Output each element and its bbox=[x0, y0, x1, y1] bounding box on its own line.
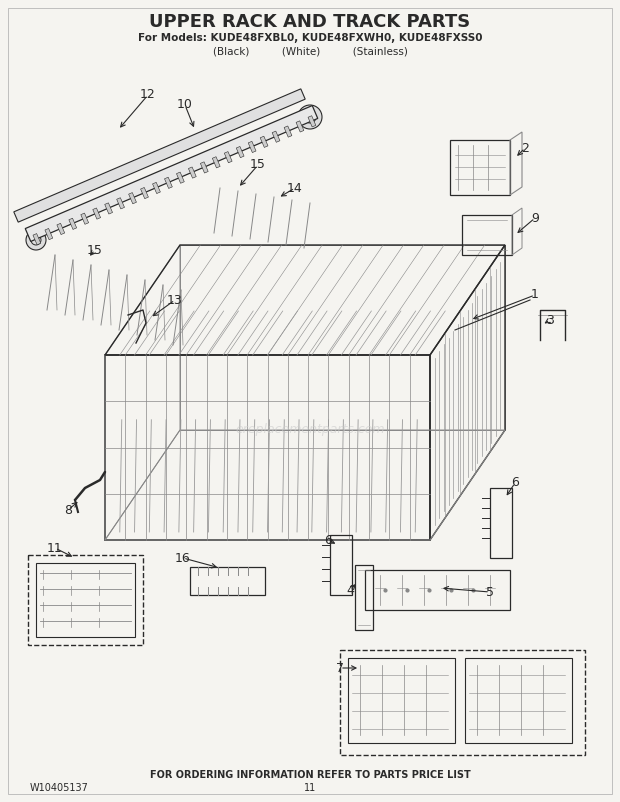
Text: 2: 2 bbox=[521, 141, 529, 155]
Text: 7: 7 bbox=[336, 662, 344, 674]
Bar bbox=[28, 555, 143, 645]
Text: 4: 4 bbox=[346, 584, 354, 597]
Text: 11: 11 bbox=[47, 541, 63, 554]
Polygon shape bbox=[224, 152, 232, 163]
Polygon shape bbox=[105, 203, 113, 214]
Polygon shape bbox=[117, 198, 125, 209]
Text: 12: 12 bbox=[140, 88, 156, 102]
Polygon shape bbox=[25, 106, 318, 241]
Polygon shape bbox=[200, 162, 208, 173]
Text: For Models: KUDE48FXBL0, KUDE48FXWH0, KUDE48FXSS0: For Models: KUDE48FXBL0, KUDE48FXWH0, KU… bbox=[138, 33, 482, 43]
Polygon shape bbox=[284, 126, 292, 137]
Text: W10405137: W10405137 bbox=[30, 783, 89, 793]
Text: (Black)          (White)          (Stainless): (Black) (White) (Stainless) bbox=[213, 46, 407, 56]
Polygon shape bbox=[260, 136, 268, 148]
Text: 3: 3 bbox=[546, 314, 554, 326]
Polygon shape bbox=[188, 167, 197, 178]
Polygon shape bbox=[272, 131, 280, 142]
Polygon shape bbox=[14, 89, 305, 222]
Polygon shape bbox=[69, 218, 77, 229]
Polygon shape bbox=[296, 121, 304, 132]
Polygon shape bbox=[164, 177, 172, 188]
Circle shape bbox=[26, 230, 46, 250]
Text: 9: 9 bbox=[531, 212, 539, 225]
Text: 11: 11 bbox=[304, 783, 316, 793]
Bar bbox=[36, 563, 135, 637]
Circle shape bbox=[298, 105, 322, 129]
Polygon shape bbox=[33, 233, 41, 245]
Polygon shape bbox=[308, 115, 316, 127]
Polygon shape bbox=[248, 141, 256, 152]
Text: ereplacementparts.com: ereplacementparts.com bbox=[235, 423, 385, 436]
Text: UPPER RACK AND TRACK PARTS: UPPER RACK AND TRACK PARTS bbox=[149, 13, 471, 31]
Polygon shape bbox=[45, 229, 53, 240]
Polygon shape bbox=[57, 223, 64, 234]
Bar bbox=[465, 658, 572, 743]
Text: 1: 1 bbox=[531, 289, 539, 302]
Text: 6: 6 bbox=[324, 533, 332, 546]
Polygon shape bbox=[177, 172, 184, 184]
Text: 15: 15 bbox=[87, 244, 103, 257]
Text: 14: 14 bbox=[287, 181, 303, 195]
Polygon shape bbox=[81, 213, 89, 225]
Text: 5: 5 bbox=[486, 585, 494, 598]
Polygon shape bbox=[212, 156, 220, 168]
Text: 16: 16 bbox=[175, 552, 191, 565]
Bar bbox=[348, 658, 455, 743]
Text: FOR ORDERING INFORMATION REFER TO PARTS PRICE LIST: FOR ORDERING INFORMATION REFER TO PARTS … bbox=[149, 770, 471, 780]
Text: 13: 13 bbox=[167, 294, 183, 306]
Polygon shape bbox=[93, 208, 100, 219]
Bar bbox=[340, 650, 585, 755]
Text: 15: 15 bbox=[250, 159, 266, 172]
Text: 8: 8 bbox=[64, 504, 72, 516]
Text: 6: 6 bbox=[511, 476, 519, 489]
Polygon shape bbox=[141, 188, 148, 199]
Polygon shape bbox=[153, 182, 161, 193]
Polygon shape bbox=[236, 147, 244, 158]
Polygon shape bbox=[128, 192, 136, 204]
Text: 10: 10 bbox=[177, 99, 193, 111]
